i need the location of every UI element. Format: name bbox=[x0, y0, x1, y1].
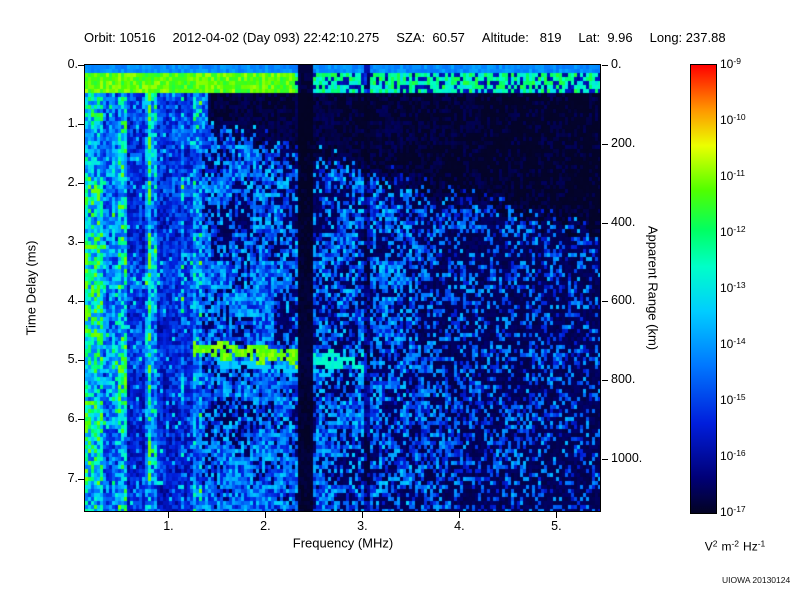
range-axis-tick bbox=[602, 380, 608, 382]
y-axis-title-right: Apparent Range (km) bbox=[645, 225, 661, 351]
x-axis-tick-label: 5. bbox=[551, 519, 562, 533]
x-axis-tick bbox=[362, 512, 364, 518]
y-axis-tick bbox=[78, 478, 84, 480]
range-axis-tick bbox=[602, 301, 608, 303]
y-axis-title-left: Time Delay (ms) bbox=[23, 240, 39, 336]
header-item: Altitude: 819 bbox=[481, 30, 562, 45]
y-axis-tick-label: 3. bbox=[67, 234, 78, 249]
y-axis-tick-label: 0. bbox=[67, 57, 78, 71]
range-axis-tick bbox=[602, 222, 608, 224]
x-axis-tick bbox=[556, 512, 558, 518]
range-axis-tick-label: 600. bbox=[611, 293, 636, 308]
y-axis-tick bbox=[78, 124, 84, 126]
colorbar-tick-label: 10-9 bbox=[720, 56, 741, 71]
colorbar-tick-label: 10-15 bbox=[720, 392, 746, 407]
y-axis-tick-label: 7. bbox=[67, 470, 78, 485]
unit-part: Hz-1 bbox=[743, 538, 766, 554]
range-axis-tick-label: 0. bbox=[611, 57, 622, 71]
range-axis-tick bbox=[602, 143, 608, 145]
x-axis-tick-label: 1. bbox=[163, 519, 174, 533]
colorbar-tick-label: 10-14 bbox=[720, 336, 746, 351]
range-axis-tick bbox=[602, 458, 608, 460]
x-axis-tick-label: 4. bbox=[454, 519, 465, 533]
y-axis-tick-label: 1. bbox=[67, 116, 78, 131]
unit-part: m-2 bbox=[721, 538, 740, 554]
range-axis-tick-label: 1000. bbox=[611, 450, 643, 465]
credit-text: UIOWA 20130124 bbox=[722, 575, 791, 585]
y-axis-tick bbox=[78, 183, 84, 185]
y-axis-tick-label: 2. bbox=[67, 175, 78, 190]
x-axis-tick bbox=[265, 512, 267, 518]
header-item: Orbit: 10516 bbox=[84, 30, 156, 45]
x-axis-tick-label: 3. bbox=[357, 519, 368, 533]
range-axis-tick bbox=[602, 65, 608, 66]
x-axis-tick bbox=[168, 512, 170, 518]
x-axis-tick-label: 2. bbox=[260, 519, 271, 533]
unit-part: V2 bbox=[704, 538, 718, 554]
colorbar-tick-label: 10-12 bbox=[720, 224, 746, 239]
y-axis-tick-label: 5. bbox=[67, 352, 78, 367]
x-axis-title: Frequency (MHz) bbox=[292, 535, 394, 551]
y-axis-tick bbox=[78, 242, 84, 244]
colorbar-tick-label: 10-13 bbox=[720, 280, 746, 295]
colorbar-units: V2 m-2 Hz-1 bbox=[705, 539, 770, 554]
y-axis-tick bbox=[78, 360, 84, 362]
header-item: 2012-04-02 (Day 093) 22:42:10.275 bbox=[172, 30, 380, 45]
header-info: Orbit: 10516 2012-04-02 (Day 093) 22:42:1… bbox=[84, 30, 726, 45]
header-item: Long: 237.88 bbox=[649, 30, 726, 45]
colorbar-tick-label: 10-11 bbox=[720, 168, 746, 183]
range-axis-tick-label: 400. bbox=[611, 214, 636, 229]
colorbar-tick-label: 10-16 bbox=[720, 448, 746, 463]
y-axis-tick-label: 6. bbox=[67, 411, 78, 426]
header-item: Lat: 9.96 bbox=[578, 30, 633, 45]
header-item: SZA: 60.57 bbox=[396, 30, 465, 45]
y-axis-tick bbox=[78, 65, 84, 66]
y-axis-tick bbox=[78, 301, 84, 303]
colorbar-tick-label: 10-10 bbox=[720, 112, 746, 127]
range-axis-tick-label: 800. bbox=[611, 372, 636, 387]
y-axis-tick-label: 4. bbox=[67, 293, 78, 308]
range-axis-tick-label: 200. bbox=[611, 135, 636, 150]
x-axis-tick bbox=[459, 512, 461, 518]
spectrogram-canvas bbox=[85, 65, 600, 511]
plot-frame bbox=[84, 64, 601, 512]
colorbar-tick-label: 10-17 bbox=[720, 504, 746, 519]
y-axis-tick bbox=[78, 419, 84, 421]
colorbar bbox=[690, 64, 717, 514]
